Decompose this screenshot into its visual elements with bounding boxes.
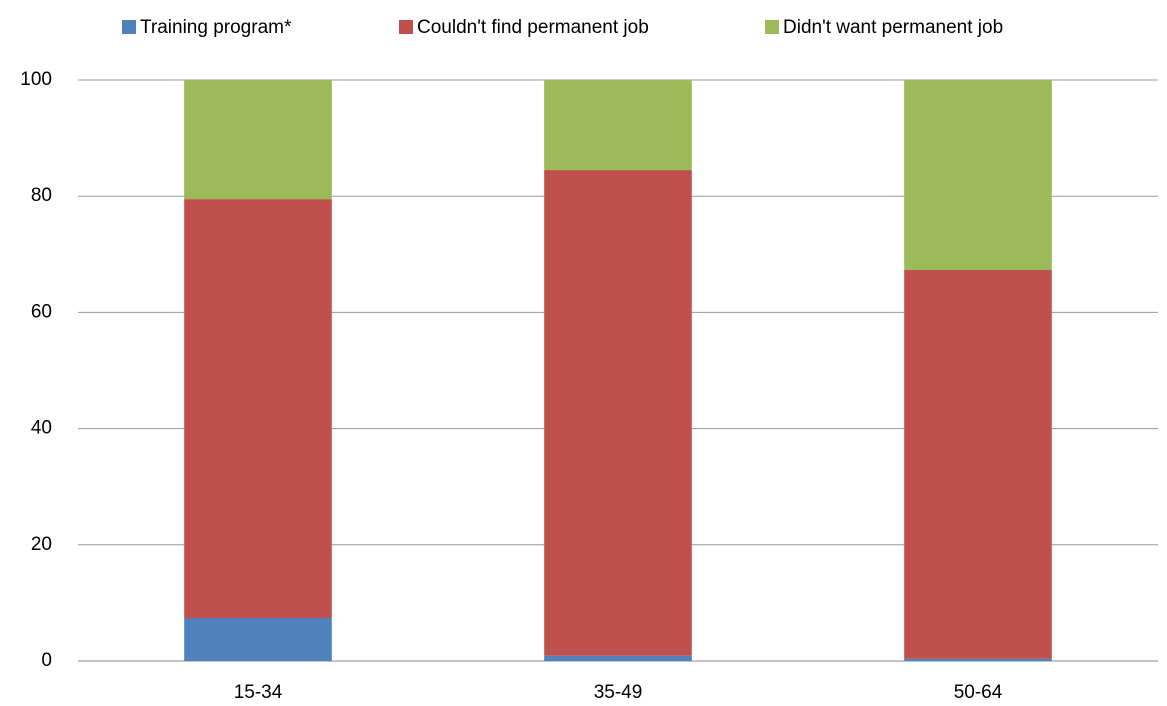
bar-segment	[904, 269, 1052, 659]
legend-swatch	[122, 20, 136, 34]
bar-segment	[184, 618, 332, 661]
y-tick-label: 20	[31, 534, 52, 555]
y-tick-label: 60	[31, 301, 52, 322]
y-tick-label: 100	[20, 69, 52, 90]
y-tick-label: 0	[41, 650, 52, 671]
bar-segment	[544, 80, 692, 171]
y-tick-label: 80	[31, 185, 52, 206]
legend-swatch	[399, 20, 413, 34]
legend-label: Didn't want permanent job	[783, 17, 1003, 38]
legend-swatch	[765, 20, 779, 34]
bar-segment	[184, 80, 332, 200]
x-tick-label: 15-34	[234, 682, 283, 703]
bar-segment	[184, 199, 332, 619]
bar-segment	[544, 170, 692, 656]
bar-segment	[904, 658, 1052, 661]
bar-segment	[904, 80, 1052, 270]
y-tick-label: 40	[31, 418, 52, 439]
legend-label: Training program*	[140, 17, 292, 38]
bar-segment	[544, 655, 692, 661]
x-tick-label: 35-49	[594, 682, 643, 703]
legend-label: Couldn't find permanent job	[417, 17, 649, 38]
x-tick-label: 50-64	[954, 682, 1003, 703]
